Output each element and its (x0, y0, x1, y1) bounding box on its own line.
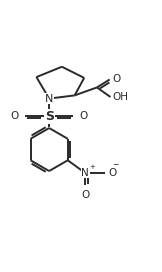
Text: −: − (112, 160, 119, 169)
Text: O: O (108, 168, 117, 178)
Text: S: S (45, 110, 54, 123)
Text: N: N (45, 94, 53, 104)
Text: N: N (81, 168, 89, 178)
Text: O: O (81, 190, 89, 200)
Text: OH: OH (113, 92, 129, 102)
Text: O: O (11, 111, 19, 121)
Text: O: O (79, 111, 88, 121)
Text: O: O (112, 74, 120, 84)
Text: +: + (89, 163, 95, 169)
